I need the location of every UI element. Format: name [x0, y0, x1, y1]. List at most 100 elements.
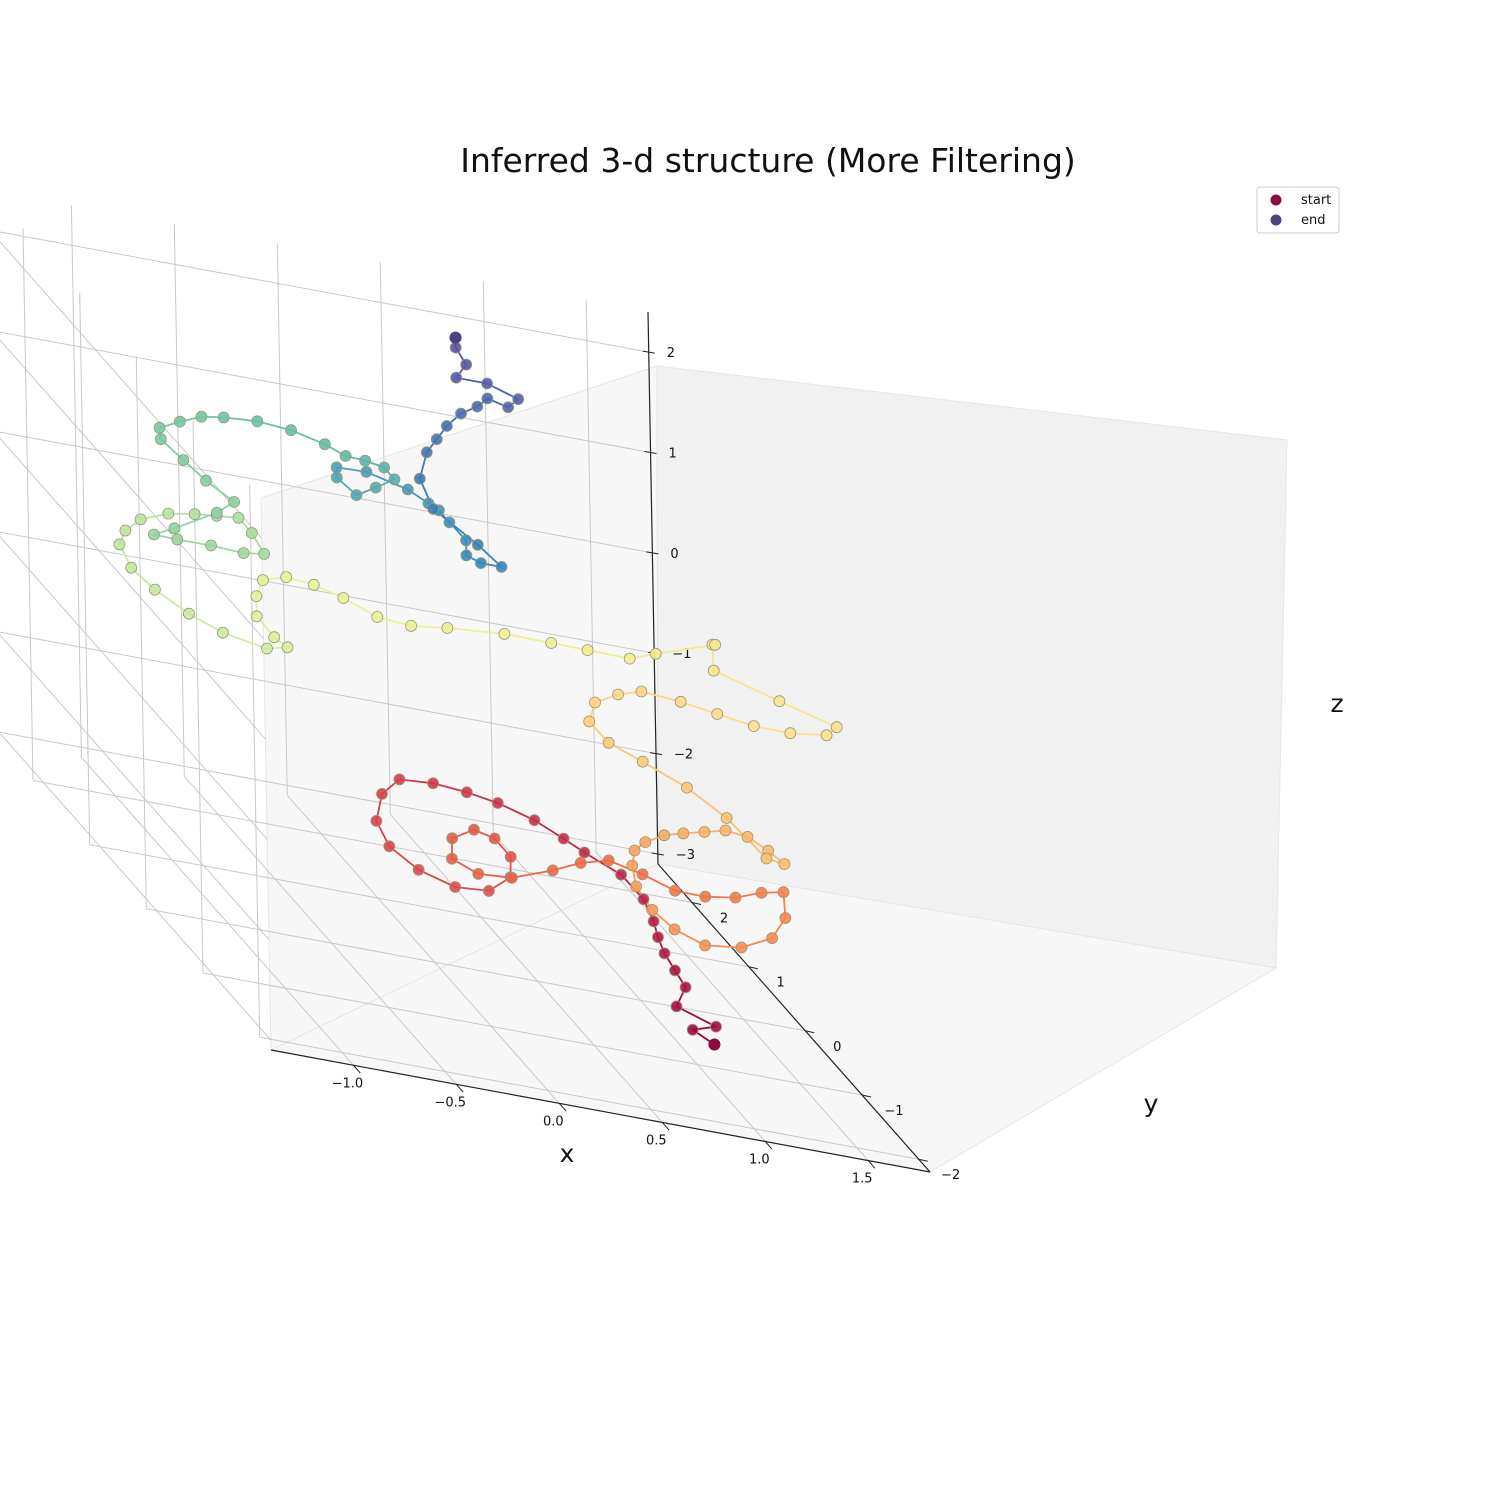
structure-point — [820, 729, 833, 742]
y-tick-label: −2 — [941, 1168, 960, 1183]
y-tick-label: 0 — [833, 1040, 841, 1055]
grid-line-z-back — [0, 431, 653, 554]
x-tick-label: 1.0 — [749, 1153, 770, 1168]
x-axis-label: x — [560, 1139, 575, 1168]
trace-segment — [790, 732, 827, 737]
structure-point — [147, 528, 160, 541]
structure-point — [443, 516, 456, 529]
z-axis-line — [647, 311, 659, 865]
structure-point — [652, 931, 664, 944]
structure-point — [430, 433, 443, 446]
grid-line-z-back — [0, 731, 658, 855]
structure-point — [154, 433, 167, 446]
structure-point — [491, 797, 504, 809]
trace-segment — [411, 625, 448, 629]
z-tick — [642, 350, 655, 354]
x-tick — [455, 1083, 464, 1093]
structure-point — [674, 695, 687, 708]
structure-point — [602, 854, 615, 867]
structure-point — [125, 561, 138, 574]
y-tick — [691, 902, 702, 905]
z-tick-label: 0 — [670, 547, 678, 562]
structure-point — [200, 474, 212, 487]
trace-segment — [779, 700, 838, 729]
structure-point — [778, 858, 791, 870]
structure-point — [760, 852, 773, 865]
structure-point — [581, 644, 594, 656]
structure-point — [460, 358, 473, 371]
trace-segment — [504, 633, 552, 644]
grid-line-x-floor — [389, 814, 663, 1123]
structure-point — [512, 393, 525, 406]
structure-point — [427, 502, 440, 515]
structure-point — [628, 844, 641, 857]
x-tick — [661, 1122, 670, 1131]
structure-point — [360, 465, 373, 478]
grid-line-x-back — [482, 281, 494, 834]
structure-point — [472, 868, 485, 880]
trace-segment — [716, 713, 755, 727]
trace-segment — [680, 700, 718, 715]
structure-point — [639, 836, 652, 848]
structure-point — [350, 489, 363, 502]
y-tick-label: 1 — [777, 976, 785, 991]
grid-line-y-side — [79, 292, 91, 845]
structure-point — [681, 781, 693, 794]
structure-point — [378, 461, 391, 474]
structure-point — [318, 438, 331, 451]
trace-segment — [655, 643, 716, 655]
legend-marker-start — [1270, 194, 1282, 206]
trace-segment — [753, 725, 791, 735]
grid-line-x-floor — [492, 833, 766, 1142]
trace-segment — [188, 612, 224, 634]
structure-point — [677, 827, 690, 840]
grid-line-x-floor — [286, 795, 560, 1104]
grid-line-x-floor — [183, 775, 457, 1085]
structure-point — [467, 823, 480, 836]
structure-trace — [113, 331, 843, 1051]
structure-point — [177, 454, 190, 466]
grid-line-y-side — [249, 485, 261, 1038]
trace-segment — [713, 669, 780, 703]
x-tick — [353, 1064, 361, 1074]
grid-line-y-floor — [259, 1036, 919, 1160]
grid-line-x-back — [70, 205, 82, 758]
trace-segment — [511, 869, 553, 879]
structure-point — [729, 891, 742, 904]
grid-line-z-side — [0, 241, 263, 539]
structure-point — [679, 981, 692, 994]
grid-line-x-floor — [81, 756, 354, 1066]
trace-segment — [587, 649, 630, 660]
legend-label-start: start — [1301, 193, 1331, 208]
grid-line-z-side — [0, 732, 272, 1041]
structure-point — [735, 941, 748, 954]
structure-point — [498, 628, 511, 640]
structure-point — [261, 642, 273, 655]
structure-point — [237, 547, 250, 559]
structure-point — [602, 736, 615, 749]
structure-point — [359, 454, 372, 467]
structure-point — [182, 607, 195, 620]
structure-point — [830, 721, 843, 734]
structure-point — [649, 647, 662, 660]
structure-point — [268, 631, 281, 644]
trace-segment — [290, 429, 326, 446]
structure-point — [205, 539, 217, 552]
structure-point — [505, 871, 518, 884]
structure-point — [445, 852, 458, 865]
structure-point — [210, 506, 223, 519]
z-tick-label: −2 — [674, 748, 693, 763]
z-tick-label: 1 — [669, 447, 677, 462]
z-axis-label: z — [1330, 689, 1343, 718]
structure-point — [647, 915, 660, 928]
structure-point — [720, 812, 733, 824]
grid-line-y-side — [135, 356, 147, 909]
trace-segment — [642, 873, 676, 892]
structure-point — [495, 561, 508, 573]
grid-line-y-side — [192, 420, 204, 974]
structure-point — [455, 407, 467, 420]
legend: start end — [1256, 186, 1340, 234]
trace-segment — [608, 742, 644, 763]
